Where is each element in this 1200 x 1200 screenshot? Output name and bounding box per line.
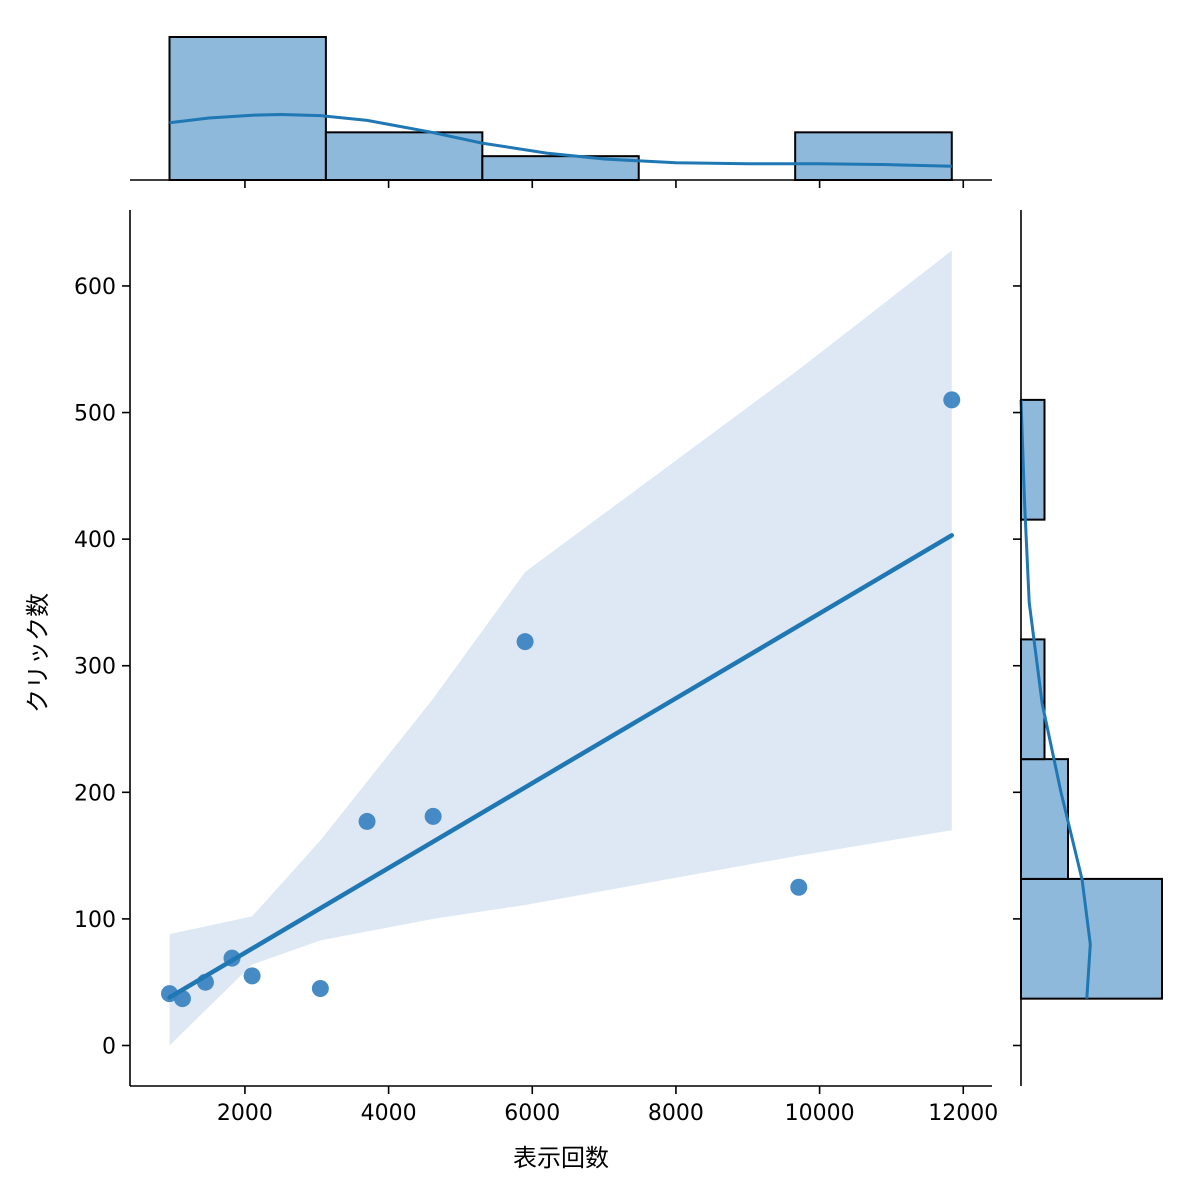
x-axis-label: 表示回数 bbox=[513, 1144, 609, 1172]
right-marginal-ticks bbox=[1013, 285, 1021, 1047]
main-scatter-panel: 2000 4000 6000 8000 10000 12000 0 100 200 300 400… bbox=[24, 210, 998, 1172]
top-histogram-bar-2 bbox=[324, 131, 484, 181]
scatter-point-5 bbox=[243, 967, 261, 985]
x-tick-label-3: 6000 bbox=[504, 1101, 560, 1126]
scatter-point-10 bbox=[790, 878, 808, 896]
y-tick-label-3: 200 bbox=[74, 781, 116, 806]
y-tick-label-6: 500 bbox=[74, 402, 116, 427]
right-histogram-bar-2 bbox=[1020, 758, 1069, 880]
scatter-point-11 bbox=[943, 391, 961, 409]
scatter-point-1 bbox=[161, 985, 179, 1003]
x-tick-label-5: 10000 bbox=[785, 1101, 855, 1126]
top-kde-curve bbox=[169, 112, 952, 168]
right-histogram-bars bbox=[1020, 398, 1163, 1000]
y-tick-label-7: 600 bbox=[74, 275, 116, 300]
x-tick-label-2: 4000 bbox=[361, 1101, 417, 1126]
top-histogram-bar-1 bbox=[168, 36, 327, 181]
x-axis-ticks: 2000 4000 6000 8000 10000 12000 bbox=[217, 1086, 998, 1126]
scatter-point-8 bbox=[424, 807, 442, 825]
top-marginal-histogram bbox=[130, 36, 992, 188]
y-tick-label-1: 0 bbox=[102, 1034, 116, 1059]
y-tick-label-2: 100 bbox=[74, 908, 116, 933]
top-histogram-bars bbox=[168, 36, 953, 182]
scatter-point-9 bbox=[516, 633, 534, 651]
scatter-point-7 bbox=[358, 812, 376, 830]
y-tick-label-4: 300 bbox=[74, 655, 116, 680]
x-tick-label-1: 2000 bbox=[217, 1101, 273, 1126]
y-axis-label: クリック数 bbox=[24, 593, 52, 713]
right-kde-curve bbox=[1019, 399, 1092, 999]
x-tick-label-6: 12000 bbox=[928, 1101, 998, 1126]
right-marginal-histogram bbox=[1013, 210, 1163, 1086]
top-histogram-bar-5 bbox=[794, 131, 953, 181]
y-tick-label-5: 400 bbox=[74, 528, 116, 553]
top-marginal-ticks bbox=[244, 180, 965, 188]
right-histogram-bar-1 bbox=[1020, 877, 1163, 1000]
y-axis-ticks: 0 100 200 300 400 500 600 bbox=[74, 275, 130, 1059]
scatter-point-6 bbox=[311, 980, 329, 998]
x-tick-label-4: 8000 bbox=[648, 1101, 704, 1126]
regression-line bbox=[167, 533, 955, 1000]
scatter-points bbox=[161, 391, 961, 1008]
confidence-band bbox=[169, 250, 952, 1046]
